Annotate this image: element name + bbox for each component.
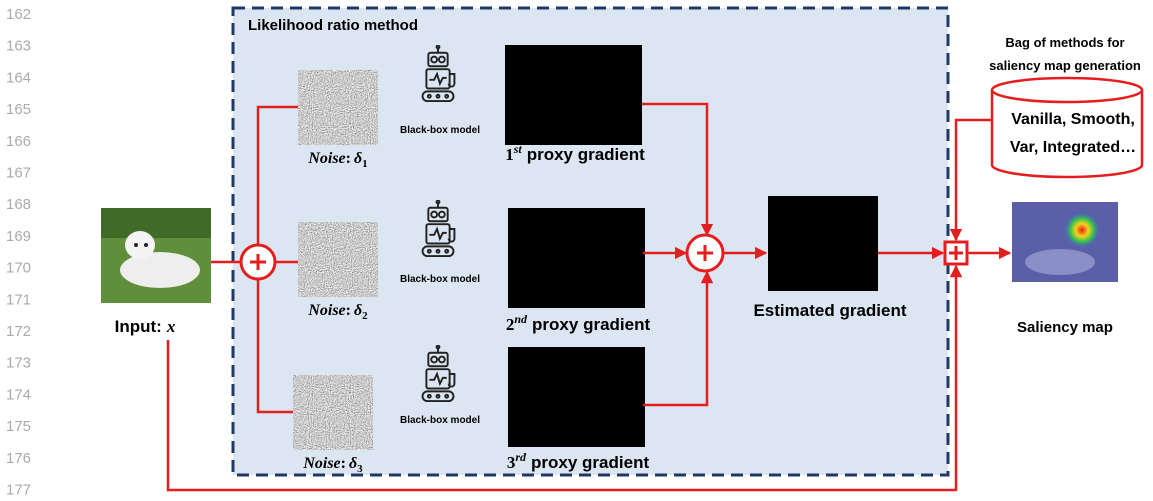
proxy-label: 1st proxy gradient xyxy=(505,142,645,164)
bag-method: Vanilla, Smooth, xyxy=(1011,111,1135,128)
bag-title: Bag of methods for xyxy=(1005,35,1124,50)
saliency-image xyxy=(1012,202,1118,282)
noise-index: 3 xyxy=(357,463,363,475)
input-label: Input:x xyxy=(115,317,176,336)
proxy-speckle xyxy=(505,45,642,145)
proxy-ordinal: 3 xyxy=(507,453,516,472)
line-number: 168 xyxy=(6,196,31,213)
noise-index: 2 xyxy=(362,310,368,322)
line-number: 177 xyxy=(6,482,31,499)
proxy-speckle xyxy=(508,208,645,308)
noise-separator: : xyxy=(341,455,346,472)
line-number: 172 xyxy=(6,323,31,340)
proxy-speckle xyxy=(508,347,645,447)
noise-image xyxy=(298,222,378,297)
line-number: 174 xyxy=(6,386,31,403)
line-number: 169 xyxy=(6,228,31,245)
input-image xyxy=(101,208,211,303)
line-number: 162 xyxy=(6,6,31,23)
page: 162 163 164 165 166 167 168 169 170 171 172 173 174 1… xyxy=(0,0,1153,501)
proxy-ordinal: 2 xyxy=(506,315,515,334)
line-number: 173 xyxy=(6,355,31,372)
panel-title: Likelihood ratio method xyxy=(248,17,418,34)
noise-name: Noise xyxy=(307,150,345,167)
proxy-text: proxy gradient xyxy=(527,145,645,164)
line-number: 171 xyxy=(6,291,31,308)
noise-name: Noise xyxy=(302,455,340,472)
line-numbers: 162 163 164 165 166 167 168 169 170 171 172 173 174 1… xyxy=(6,6,31,499)
model-label: Black-box model xyxy=(400,125,480,136)
proxy-suffix: nd xyxy=(514,312,528,326)
noise-separator: : xyxy=(346,150,351,167)
line-number: 166 xyxy=(6,133,31,150)
model-label: Black-box model xyxy=(400,274,480,285)
noise-symbol: δ xyxy=(354,150,362,167)
noise-name: Noise xyxy=(307,302,345,319)
figure: 162 163 164 165 166 167 168 169 170 171 172 173 174 1… xyxy=(0,0,1153,501)
noise-symbol: δ xyxy=(354,302,362,319)
line-number: 167 xyxy=(6,165,31,182)
model-label: Black-box model xyxy=(400,415,480,426)
estimated-speckle xyxy=(768,196,878,291)
proxy-suffix: rd xyxy=(515,450,527,464)
line-number: 175 xyxy=(6,418,31,435)
noise-image xyxy=(293,375,373,450)
proxy-text: proxy gradient xyxy=(531,453,649,472)
line-number: 163 xyxy=(6,38,31,55)
output-label: Saliency map xyxy=(1017,319,1113,336)
proxy-suffix: st xyxy=(513,142,523,156)
line-number: 165 xyxy=(6,101,31,118)
noise-image xyxy=(298,70,378,145)
noise-separator: : xyxy=(346,302,351,319)
line-number: 176 xyxy=(6,450,31,467)
bag-title: saliency map generation xyxy=(989,58,1141,73)
noise-index: 1 xyxy=(362,158,368,170)
line-number: 170 xyxy=(6,260,31,277)
line-number: 164 xyxy=(6,69,31,86)
bag-method: Var, Integrated… xyxy=(1010,139,1136,156)
proxy-ordinal: 1 xyxy=(505,145,514,164)
estimated-label: Estimated gradient xyxy=(753,301,906,320)
proxy-text: proxy gradient xyxy=(532,315,650,334)
noise-symbol: δ xyxy=(349,455,357,472)
